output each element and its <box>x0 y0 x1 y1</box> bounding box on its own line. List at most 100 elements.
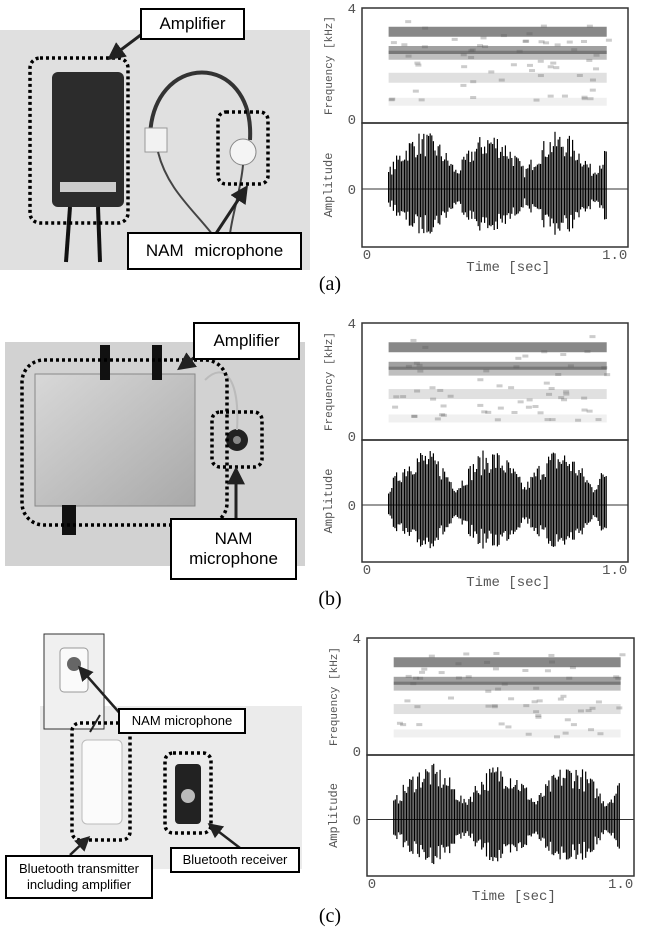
noise <box>495 688 501 691</box>
noise <box>593 67 599 70</box>
noise <box>485 690 491 693</box>
noise <box>416 723 422 726</box>
noise <box>555 43 561 46</box>
noise <box>532 405 538 408</box>
formant-band <box>394 657 621 667</box>
noise <box>430 386 436 389</box>
noise <box>461 65 467 68</box>
noise <box>563 732 569 735</box>
noise <box>389 98 395 101</box>
noise <box>548 65 554 68</box>
noise <box>413 677 419 680</box>
noise <box>406 55 412 58</box>
noise <box>417 364 423 367</box>
formant-band <box>389 389 607 399</box>
noise <box>513 365 519 368</box>
noise <box>526 406 532 409</box>
noise <box>526 733 532 736</box>
noise <box>555 373 561 376</box>
noise <box>499 722 505 725</box>
noise <box>397 722 403 725</box>
noise <box>565 718 571 721</box>
noise <box>422 45 428 48</box>
noise <box>561 398 567 401</box>
noise <box>493 652 499 655</box>
noise <box>529 69 535 72</box>
noise <box>515 357 521 360</box>
noise <box>566 677 572 680</box>
noise <box>393 395 399 398</box>
noise <box>419 671 425 674</box>
noise <box>527 64 533 67</box>
plots: 4 0 0 Frequency [kHz] Amplitude 0 1.0 Time [sec… <box>318 2 634 927</box>
noise <box>549 387 555 390</box>
noise <box>544 382 550 385</box>
callout: NAM microphone <box>170 518 297 580</box>
noise <box>571 48 577 51</box>
noise <box>619 653 625 656</box>
noise <box>435 417 441 420</box>
noise <box>589 335 595 338</box>
noise <box>452 38 458 41</box>
noise <box>541 350 547 353</box>
noise <box>495 418 501 421</box>
noise <box>448 697 454 700</box>
noise <box>578 709 584 712</box>
noise <box>417 370 423 373</box>
spectrogram <box>389 335 611 422</box>
noise <box>414 705 420 708</box>
noise <box>590 89 596 92</box>
noise <box>448 395 454 398</box>
noise <box>597 732 603 735</box>
noise <box>493 667 499 670</box>
y-tick-label: 0 <box>348 113 356 129</box>
noise <box>538 74 544 77</box>
x-axis-label: Time [sec] <box>466 260 550 276</box>
x-tick-label: 1.0 <box>602 563 627 579</box>
noise <box>606 39 612 42</box>
noise <box>588 728 594 731</box>
y-axis-label: Amplitude <box>322 469 336 534</box>
noise <box>549 660 555 663</box>
panel-label: (c) <box>319 905 341 927</box>
formant-band <box>389 51 607 60</box>
noise <box>492 704 498 707</box>
noise <box>505 725 511 728</box>
noise <box>594 54 600 57</box>
formant-band <box>389 342 607 352</box>
noise <box>533 710 539 713</box>
noise <box>522 355 528 358</box>
noise <box>430 398 436 401</box>
noise <box>537 699 543 702</box>
noise <box>601 366 607 369</box>
noise <box>455 662 461 665</box>
y-axis-label: Frequency [kHz] <box>324 332 336 431</box>
noise <box>575 419 581 422</box>
noise <box>527 398 533 401</box>
noise <box>392 406 398 409</box>
noise <box>422 27 428 30</box>
noise <box>508 386 514 389</box>
noise <box>584 350 590 353</box>
noise <box>577 74 583 77</box>
noise <box>470 80 476 83</box>
x-tick-label: 0 <box>363 563 371 579</box>
formant-band <box>389 73 607 83</box>
y-axis-label: Amplitude <box>327 783 341 848</box>
y-tick-label: 4 <box>348 2 356 18</box>
y-tick-label: 0 <box>348 430 356 446</box>
noise <box>590 707 596 710</box>
noise <box>558 698 564 701</box>
y-axis-label: Amplitude <box>322 153 336 218</box>
y-tick-label: 0 <box>348 183 356 199</box>
callout: NAM microphone <box>127 232 302 270</box>
noise <box>527 32 533 35</box>
x-axis-label: Time [sec] <box>472 889 556 905</box>
noise <box>511 411 517 414</box>
panel-label: (b) <box>318 588 341 610</box>
noise <box>550 62 556 65</box>
figure-graphics: 4 0 0 Frequency [kHz] Amplitude 0 1.0 Time [sec… <box>0 0 646 937</box>
noise <box>484 661 490 664</box>
noise <box>581 397 587 400</box>
noise <box>502 683 508 686</box>
